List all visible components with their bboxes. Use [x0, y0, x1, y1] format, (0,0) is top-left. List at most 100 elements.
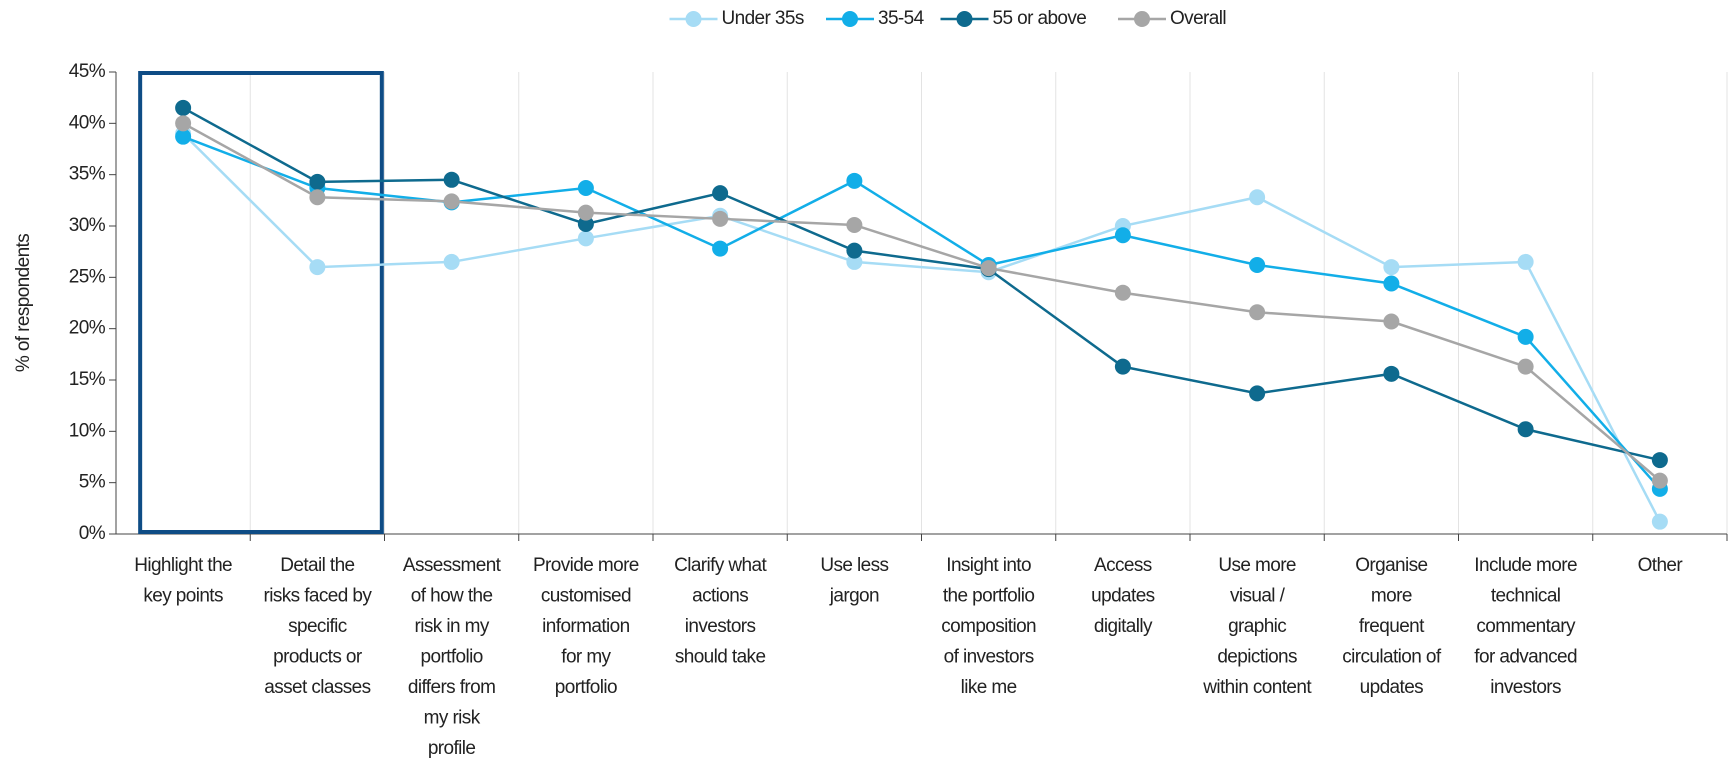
y-axis-label: % of respondents: [13, 234, 34, 372]
y-tick-label: 45%: [69, 61, 106, 82]
x-tick-label-line: commentary: [1476, 616, 1576, 637]
x-tick-label: Include more technical commentary for advan…: [1474, 555, 1577, 698]
x-tick-label-line: circulation of: [1342, 647, 1442, 668]
x-tick-label-line: Other: [1638, 555, 1684, 576]
x-tick-label-line: key points: [143, 586, 223, 607]
x-tick-label-line: frequent: [1359, 616, 1425, 637]
data-point: [309, 173, 326, 190]
data-point: [1517, 328, 1534, 345]
data-point: [980, 260, 997, 277]
legend-marker: [842, 11, 858, 27]
x-tick-label-line: for my: [561, 647, 611, 668]
data-point: [443, 253, 460, 270]
data-point: [175, 99, 192, 116]
data-point: [1651, 472, 1668, 489]
legend-marker: [956, 11, 973, 27]
x-tick-label-line: investors: [1490, 677, 1561, 698]
y-tick-label: 30%: [69, 215, 106, 236]
data-point: [1249, 257, 1266, 274]
data-point: [577, 230, 594, 247]
data-point: [712, 185, 729, 202]
x-tick-label: Detail the risks faced by specific products…: [263, 555, 372, 698]
data-point: [1517, 421, 1534, 438]
x-tick-label-line: profile: [428, 738, 476, 759]
data-point: [1651, 513, 1668, 530]
x-tick-label-line: Detail the: [280, 555, 354, 576]
x-tick-label-line: like me: [961, 677, 1017, 698]
data-point: [443, 171, 460, 188]
highlight-box: [138, 71, 384, 534]
data-point: [1114, 358, 1131, 375]
x-tick-label-line: Clarify what: [674, 555, 767, 576]
data-point: [1517, 253, 1534, 270]
data-point: [577, 215, 594, 232]
data-point: [712, 240, 729, 257]
x-tick-label: Assessment of how the risk in my portfolio d…: [403, 555, 502, 759]
x-tick-label-line: digitally: [1094, 616, 1153, 637]
y-tick-label: 5%: [79, 472, 106, 493]
data-point: [712, 210, 729, 227]
x-tick-label-line: risk in my: [415, 616, 490, 637]
legend-marker: [685, 11, 702, 27]
y-tick-label: 10%: [69, 420, 106, 441]
x-tick-label-line: products or: [273, 647, 363, 668]
data-point: [1249, 304, 1266, 321]
data-point: [1114, 284, 1131, 301]
x-tick-label-line: actions: [692, 586, 748, 607]
x-tick-label-line: updates: [1360, 677, 1424, 698]
y-tick-label: 25%: [69, 266, 106, 287]
x-tick-label-line: technical: [1491, 586, 1561, 607]
data-point: [1517, 358, 1534, 375]
x-tick-label-line: Include more: [1474, 555, 1577, 576]
y-tick-label: 0%: [79, 523, 106, 544]
data-point: [846, 242, 863, 259]
x-tick-label-line: more: [1371, 586, 1412, 607]
y-tick-label: 15%: [69, 369, 106, 390]
data-point: [309, 259, 326, 276]
data-point: [1383, 275, 1400, 292]
legend-label: Overall: [1170, 8, 1226, 29]
x-tick-label-line: differs from: [408, 677, 495, 698]
data-point: [443, 193, 460, 210]
x-tick-label-line: portfolio: [555, 677, 617, 698]
x-tick-label-line: Highlight the: [134, 555, 232, 576]
x-tick-label-line: asset classes: [264, 677, 370, 698]
x-tick-label-line: risks faced by: [263, 586, 372, 607]
legend-label: 55 or above: [993, 8, 1087, 29]
x-tick-label-line: should take: [675, 647, 766, 668]
x-tick-label: Organise more frequent circulation of update…: [1342, 555, 1442, 698]
x-tick-label-line: of how the: [411, 586, 493, 607]
x-tick-label: Provide more customised information for my p…: [533, 555, 639, 698]
x-tick-label: Insight into the portfolio composition of i…: [941, 555, 1036, 698]
x-tick-label-line: jargon: [829, 586, 879, 607]
x-tick-label-line: information: [542, 616, 629, 637]
x-tick-label-line: composition: [941, 616, 1036, 637]
x-tick-label-line: Insight into: [946, 555, 1031, 576]
legend-label: Under 35s: [722, 8, 804, 29]
data-point: [846, 216, 863, 233]
x-tick-label-line: within content: [1202, 677, 1312, 698]
x-tick-label-line: Use more: [1218, 555, 1296, 576]
data-point: [175, 128, 192, 145]
series-line: [182, 132, 1661, 523]
x-tick-label-line: investors: [685, 616, 756, 637]
x-tick-label-line: specific: [288, 616, 347, 637]
x-tick-label-line: graphic: [1228, 616, 1286, 637]
x-tick-label-line: portfolio: [421, 647, 483, 668]
x-tick-label-line: my risk: [424, 708, 481, 729]
y-tick-label: 40%: [69, 112, 106, 133]
x-tick-label-line: visual /: [1230, 586, 1286, 607]
data-point: [1383, 365, 1400, 382]
data-point: [1249, 189, 1266, 206]
data-point: [1651, 452, 1668, 469]
data-point: [846, 253, 863, 270]
data-point: [1383, 259, 1400, 276]
x-tick-label: Access updates digitally: [1091, 555, 1155, 637]
x-tick-label-line: customised: [541, 586, 631, 607]
x-tick-label: Clarify what actions investors should take: [674, 555, 767, 668]
data-point: [1249, 385, 1266, 402]
x-tick-label-line: the portfolio: [943, 586, 1035, 607]
series-line: [182, 106, 1661, 462]
x-tick-label-line: Provide more: [533, 555, 639, 576]
